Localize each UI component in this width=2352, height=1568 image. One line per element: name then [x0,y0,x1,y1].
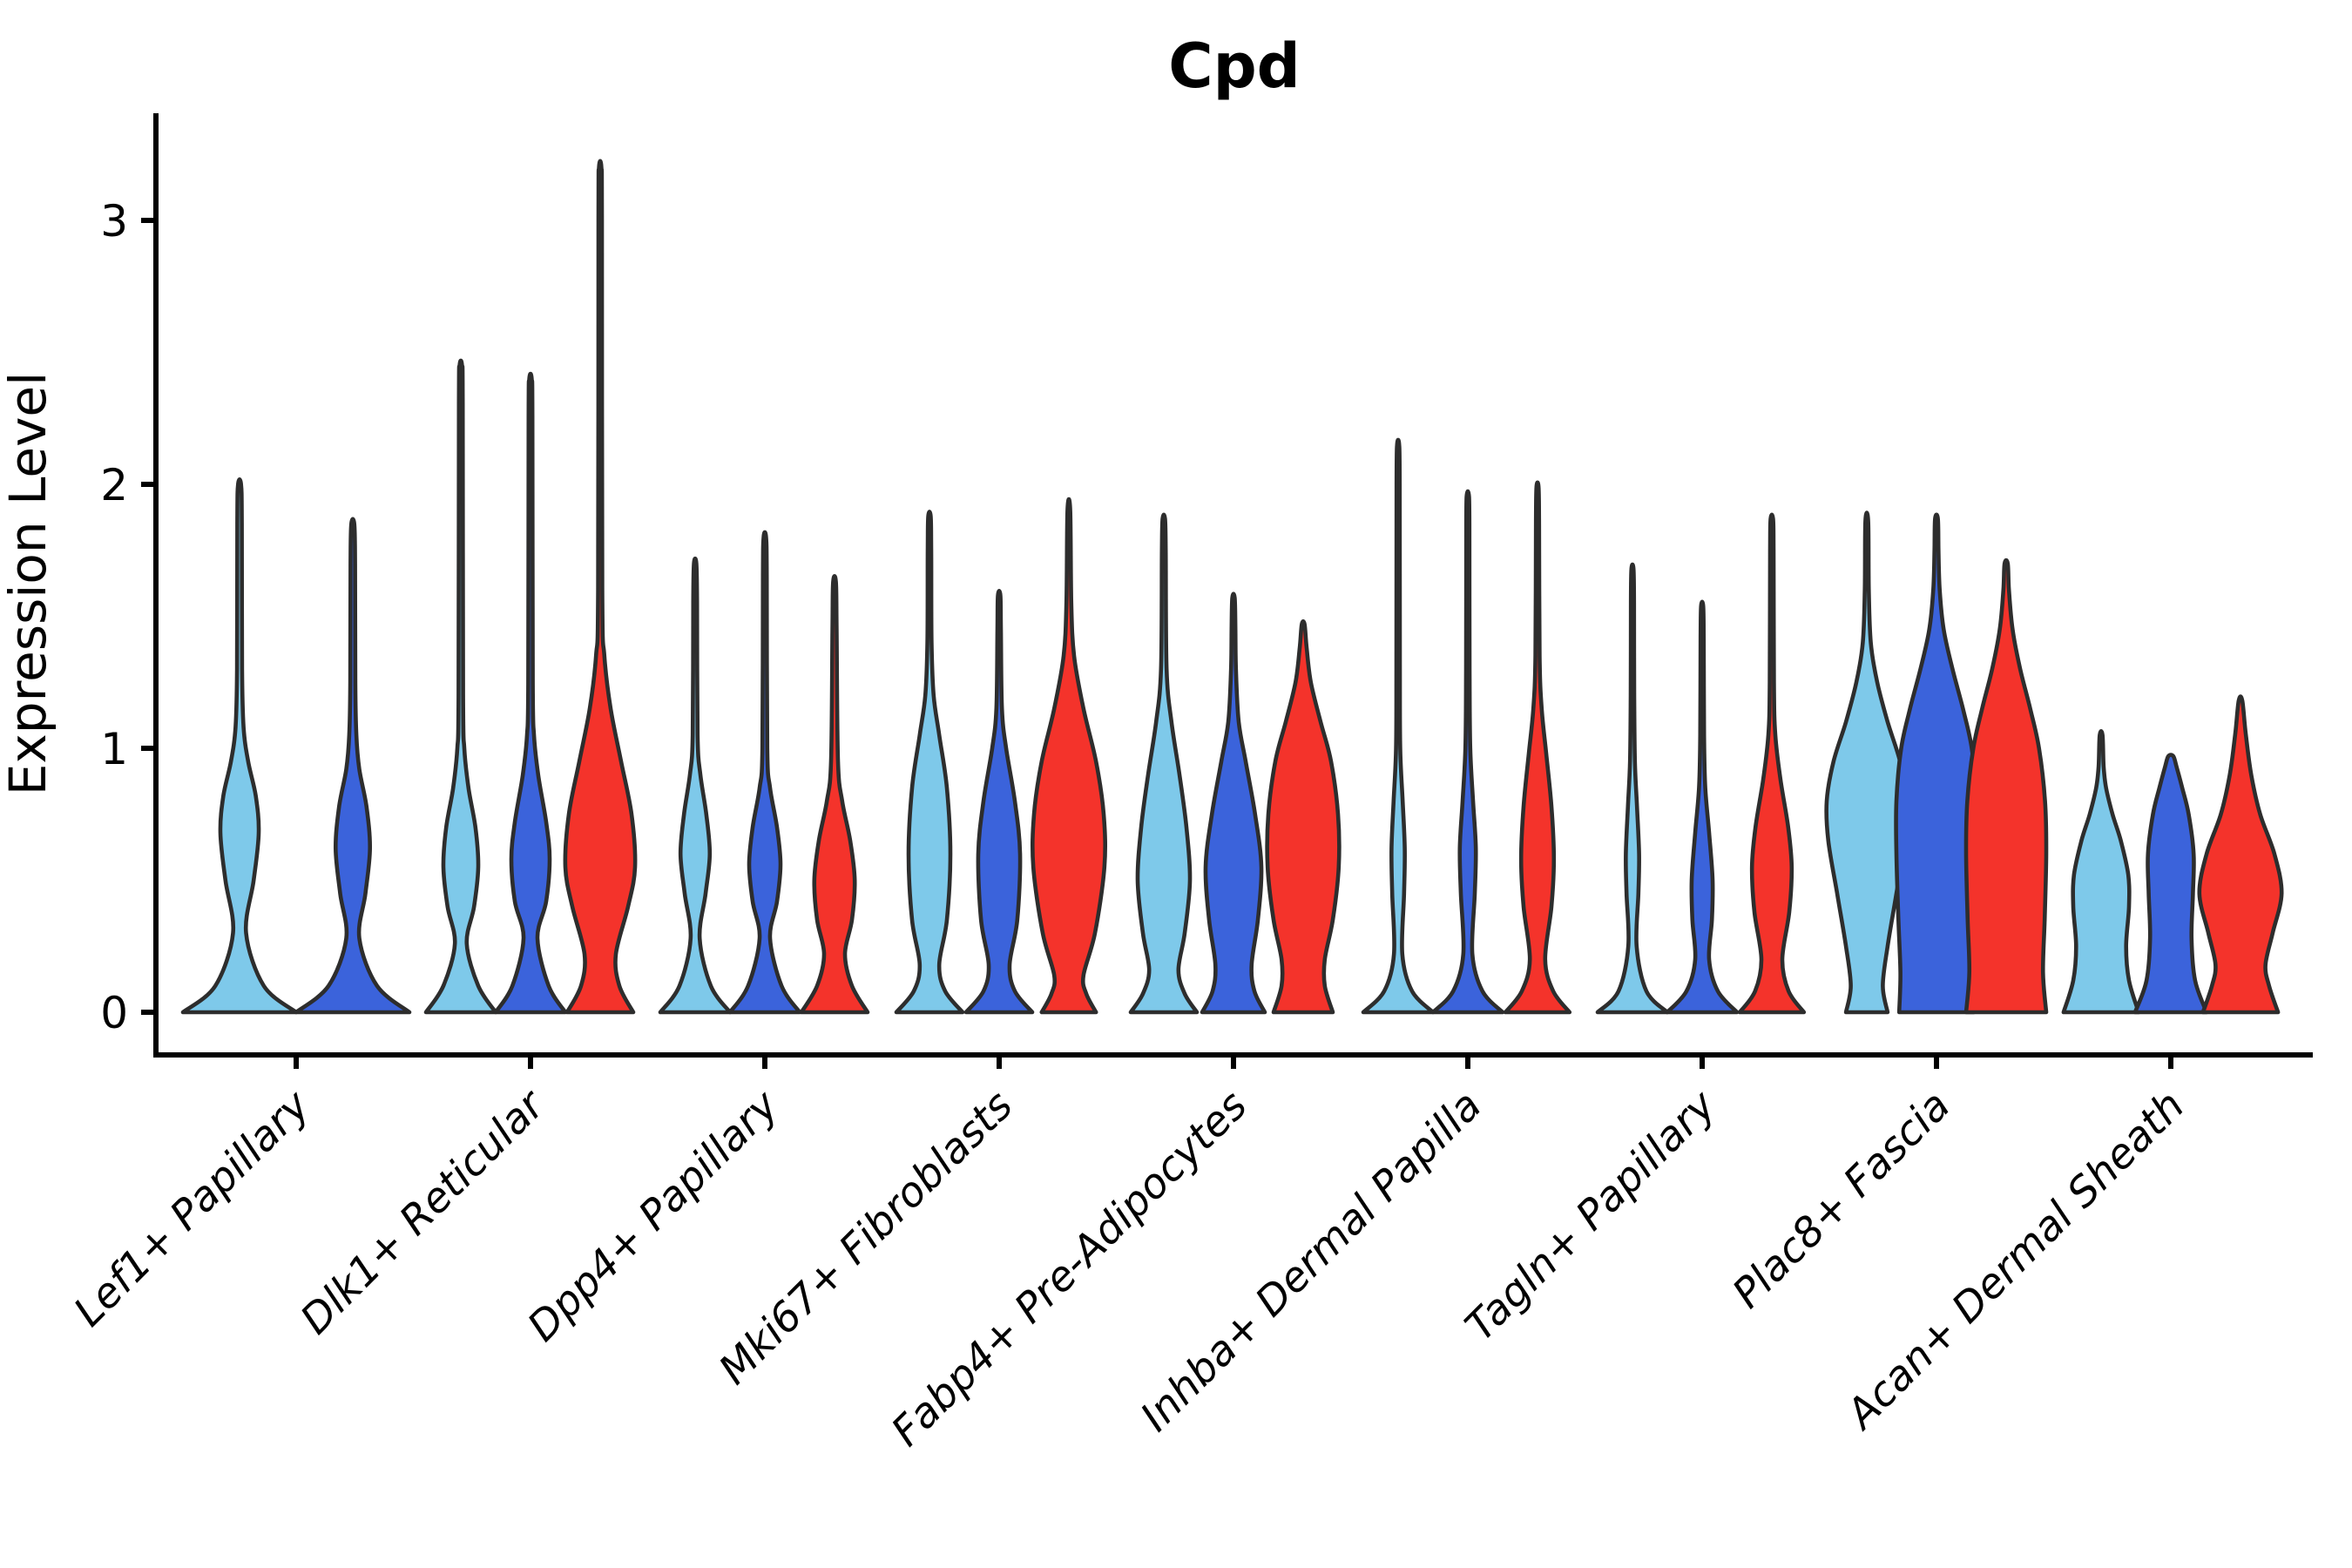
y-tick-label: 3 [100,196,128,247]
violin-dlk1-royal_blue [493,371,568,1015]
violin-tagln-red [1737,512,1807,1015]
violin-plac8-light_blue [1824,510,1909,1015]
violin-fabp4-red [1265,618,1342,1015]
violin-inhba-light_blue [1361,437,1436,1015]
x-tick-label: Tagln+ Papillary [1456,1081,1727,1351]
y-tick-label: 0 [100,988,128,1038]
violin-dlk1-red [563,159,638,1015]
violin-mki67-royal_blue [963,589,1035,1015]
x-tick-label: Dlk1+ Reticular [292,1080,556,1344]
violin-lef1-royal_blue [294,517,412,1015]
violin-plac8-royal_blue [1894,512,1979,1015]
y-axis-label: Expression Level [0,372,57,795]
chart-title: Cpd [1168,30,1301,102]
violin-tagln-light_blue [1595,562,1670,1015]
violin-dpp4-light_blue [658,556,733,1015]
y-tick-labels: 0 1 2 3 [100,196,128,1038]
violin-dpp4-red [799,573,870,1015]
violins-layer [180,159,2284,1015]
violin-dlk1-light_blue [423,358,498,1015]
violin-mki67-light_blue [894,510,965,1015]
x-tick-label: Dpp4+ Papillary [518,1081,788,1351]
violin-inhba-royal_blue [1430,489,1505,1015]
y-tick-label: 1 [100,724,128,774]
y-tick-label: 2 [100,460,128,510]
x-tick-label: Lef1+ Papillary [64,1081,320,1336]
violin-mki67-red [1030,497,1108,1015]
violin-dpp4-royal_blue [727,530,802,1015]
violin-fabp4-light_blue [1128,512,1200,1015]
violin-acan-red [2197,694,2284,1015]
violin-acan-royal_blue [2132,753,2209,1015]
axes [141,113,2313,1069]
violin-acan-light_blue [2061,729,2141,1015]
violin-lef1-light_blue [180,477,299,1015]
violin-fabp4-royal_blue [1200,591,1267,1015]
x-tick-label: Plac8+ Fascia [1723,1082,1959,1318]
violin-tagln-royal_blue [1665,599,1740,1015]
violin-plac8-red [1963,558,2049,1015]
violin-inhba-red [1503,480,1572,1015]
